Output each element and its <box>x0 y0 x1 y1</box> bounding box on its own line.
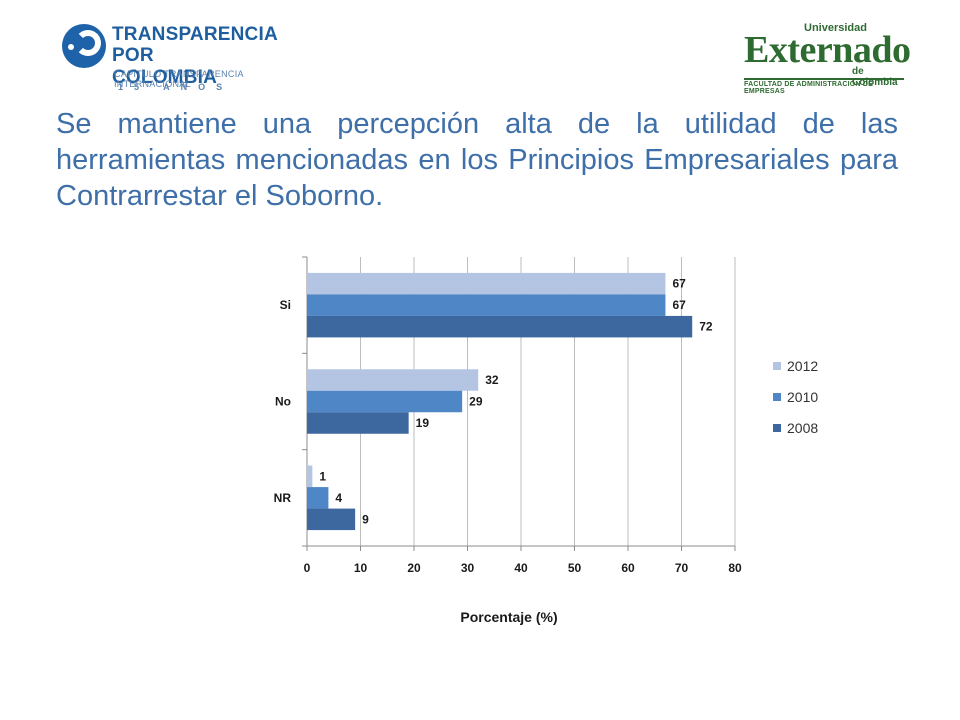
transparencia-logo: TRANSPARENCIA POR COLOMBIA CAPÍTULO TRAN… <box>58 18 278 96</box>
bar <box>307 294 666 316</box>
data-label: 19 <box>416 416 430 430</box>
x-tick-label: 0 <box>304 561 311 575</box>
legend-label: 2008 <box>787 420 818 436</box>
logo-left-line4: 15 AÑOS <box>118 82 234 92</box>
x-axis-title: Porcentaje (%) <box>460 609 557 625</box>
bar <box>307 412 409 434</box>
category-label: No <box>275 395 291 409</box>
data-label: 4 <box>335 491 342 505</box>
legend-swatch <box>773 424 781 432</box>
logo-right-universidad: Universidad <box>804 22 867 34</box>
data-label: 67 <box>672 298 686 312</box>
category-label: Si <box>280 298 291 312</box>
slide-title: Se mantiene una percepción alta de la ut… <box>56 108 898 212</box>
logo-right-name: Externado <box>744 29 911 71</box>
logo-right-de: de Colombia <box>852 66 898 88</box>
x-tick-label: 70 <box>675 561 689 575</box>
x-tick-label: 10 <box>354 561 368 575</box>
x-tick-label: 50 <box>568 561 582 575</box>
externado-logo: Universidad Externado de Colombia FACULT… <box>740 22 911 95</box>
legend-label: 2010 <box>787 389 818 405</box>
bar <box>307 272 666 295</box>
bar <box>307 369 479 391</box>
legend-label: 2012 <box>787 358 818 374</box>
logo-right-faculty: FACULTAD DE ADMINISTRACIÓN DE EMPRESAS <box>744 81 873 95</box>
x-tick-label: 40 <box>514 561 528 575</box>
legend-swatch <box>773 393 781 401</box>
data-label: 67 <box>672 277 686 291</box>
logo-left-line2: POR COLOMBIA <box>112 45 218 88</box>
logo-left-line1: TRANSPARENCIA <box>112 24 278 45</box>
data-label: 1 <box>319 469 326 483</box>
x-tick-label: 80 <box>728 561 742 575</box>
bar <box>307 508 356 531</box>
data-label: 72 <box>699 320 713 334</box>
bar <box>307 465 313 488</box>
transparencia-logo-icon <box>62 24 106 68</box>
data-label: 29 <box>469 395 483 409</box>
logo-left-line3: CAPÍTULO TRANSPARENCIA INTERNACIONAL <box>114 69 244 89</box>
bar <box>307 487 329 509</box>
category-label: NR <box>274 491 292 505</box>
x-tick-label: 20 <box>407 561 421 575</box>
data-label: 9 <box>362 512 369 526</box>
data-label: 32 <box>485 373 499 387</box>
bar <box>307 315 693 338</box>
logo-right-rule <box>744 78 904 80</box>
x-tick-label: 30 <box>461 561 475 575</box>
bar <box>307 390 463 413</box>
legend-swatch <box>773 362 781 370</box>
x-tick-label: 60 <box>621 561 635 575</box>
